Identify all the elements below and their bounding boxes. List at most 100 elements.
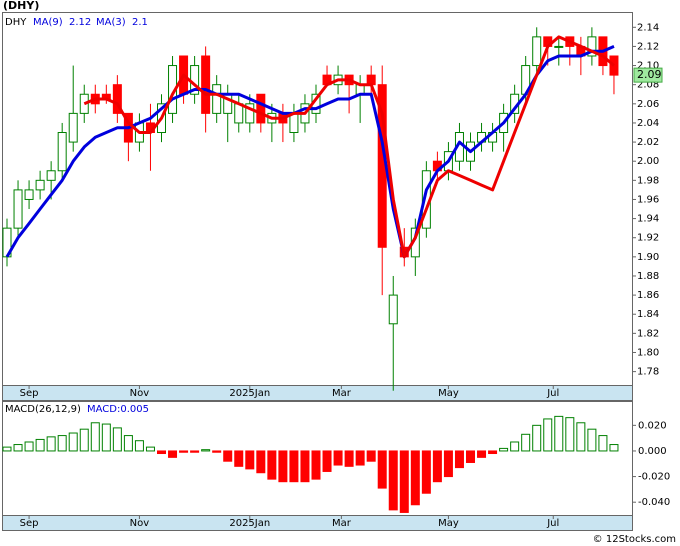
macd-bar	[488, 450, 498, 455]
x-tick-label: Jul	[546, 518, 559, 529]
macd-bar	[212, 450, 222, 453]
candle-body	[587, 36, 597, 57]
chart-title: (DHY)	[3, 0, 39, 12]
macd-bar	[90, 422, 100, 452]
macd-bar	[399, 450, 409, 513]
macd-bar	[443, 450, 453, 478]
y-tick-label: 1.78	[637, 367, 659, 378]
macd-bar	[68, 432, 78, 452]
macd-bar	[13, 444, 23, 452]
x-band	[2, 385, 633, 401]
price-badge	[633, 67, 663, 83]
candle-body	[79, 93, 89, 114]
macd-bar	[432, 450, 442, 483]
macd-bar	[311, 450, 321, 480]
y-tick-label: -0.040	[638, 497, 670, 508]
macd-bar	[554, 415, 564, 452]
macd-bar	[532, 424, 542, 452]
y-tick-label: 1.86	[637, 290, 659, 301]
macd-bar	[234, 450, 244, 467]
legend-ma3: MA(3)	[96, 17, 126, 28]
y-tick-label: 0.020	[638, 420, 667, 431]
candle-body	[24, 189, 34, 200]
macd-bar	[79, 428, 89, 452]
macd-bar	[57, 435, 67, 452]
macd-bar	[300, 450, 310, 483]
y-tick-label: 0.000	[638, 446, 667, 457]
y-tick-label: 1.80	[637, 347, 659, 358]
macd-bar	[46, 436, 56, 452]
y-tick-label: 1.96	[637, 194, 659, 205]
legend-symbol: DHY	[5, 17, 27, 28]
y-tick-label: 1.98	[637, 175, 659, 186]
x-band	[2, 515, 633, 531]
y-tick-label: 2.00	[637, 156, 659, 167]
macd-bar	[410, 450, 420, 506]
legend-ma9-value: 2.12	[69, 17, 91, 28]
macd-bar	[24, 441, 34, 452]
candle-body	[256, 93, 266, 124]
candle-body	[532, 36, 542, 67]
macd-bar	[35, 438, 45, 452]
macd-bar	[521, 433, 531, 452]
candle-body	[46, 170, 56, 181]
macd-bar	[333, 450, 343, 466]
candle-body	[112, 84, 122, 114]
macd-bar	[344, 450, 354, 467]
y-tick-label: 2.14	[637, 22, 659, 33]
y-tick-label: 1.84	[637, 309, 659, 320]
macd-bar	[543, 418, 553, 452]
macd-bar	[245, 450, 255, 470]
macd-bar	[322, 450, 332, 472]
macd-bar	[101, 423, 111, 452]
macd-bar	[223, 450, 233, 462]
x-tick-label: May	[438, 518, 459, 529]
macd-bar	[134, 440, 144, 452]
legend-ma3-value: 2.1	[132, 17, 148, 28]
x-tick-label: 2025Jan	[229, 388, 270, 399]
y-tick-label: 1.94	[637, 214, 659, 225]
candle-body	[245, 103, 255, 124]
macd-bar	[587, 428, 597, 452]
candle-body	[68, 112, 78, 143]
candle-body	[388, 294, 398, 325]
x-tick-label: Nov	[130, 388, 150, 399]
y-tick-label: -0.020	[638, 472, 670, 483]
macd-bar	[157, 450, 166, 455]
macd-bar	[598, 435, 608, 452]
candle-body	[212, 84, 222, 114]
macd-bar	[190, 450, 200, 453]
macd-bar	[168, 450, 178, 458]
macd-bar	[256, 450, 266, 474]
y-tick-label: 2.08	[637, 80, 659, 91]
macd-bar	[466, 450, 475, 463]
candle-body	[35, 179, 45, 191]
candle-body	[289, 112, 299, 134]
macd-bar	[112, 427, 122, 452]
y-tick-label: 1.82	[637, 328, 659, 339]
macd-bar	[355, 450, 365, 466]
y-tick-label: 1.92	[637, 233, 659, 244]
macd-bar	[123, 435, 133, 452]
y-tick-label: 1.88	[637, 271, 659, 282]
x-tick-label: Mar	[332, 388, 352, 399]
macd-bar	[454, 450, 464, 469]
x-tick-label: May	[438, 388, 459, 399]
macd-bar	[576, 422, 586, 452]
legend-box	[4, 16, 214, 28]
candle-body	[201, 55, 211, 114]
x-tick-label: Sep	[20, 518, 39, 529]
macd-bar	[2, 446, 12, 452]
macd-title: MACD(26,12,9)	[5, 404, 81, 415]
candle-body	[234, 103, 244, 124]
candle-body	[57, 132, 67, 172]
legend: DHY MA(9) 2.12 MA(3) 2.1	[4, 16, 214, 28]
macd-bar	[278, 450, 288, 483]
y-tick-label: 2.06	[637, 99, 659, 110]
y-tick-label: 2.04	[637, 118, 659, 129]
ma-line	[83, 35, 615, 259]
macd-bar	[377, 450, 387, 489]
y-tick-label: 2.02	[637, 137, 659, 148]
candle-body	[2, 227, 12, 258]
macd-current: MACD:0.005	[87, 404, 149, 415]
